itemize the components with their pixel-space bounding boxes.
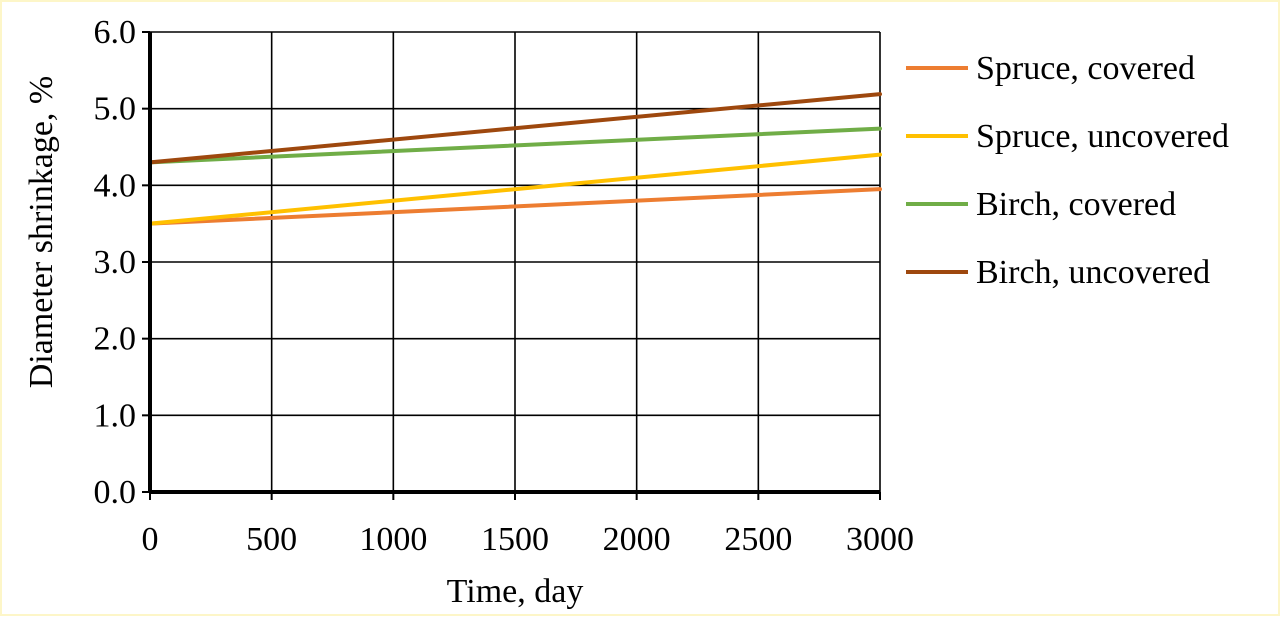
legend-label-3: Birch, covered [976, 186, 1176, 223]
y-tick-label: 2.0 [94, 321, 137, 358]
y-tick-label: 1.0 [94, 397, 137, 434]
y-tick-label: 0.0 [94, 474, 137, 511]
y-tick-label: 3.0 [94, 244, 137, 281]
legend-label-4: Birch, uncovered [976, 254, 1210, 291]
y-tick-label: 4.0 [94, 167, 137, 204]
x-tick-label: 2000 [603, 521, 671, 558]
x-axis-title: Time, day [447, 573, 584, 610]
y-tick-label: 5.0 [94, 91, 137, 128]
tick-labels: 0.0 1.0 2.0 3.0 4.0 5.0 6.0 0 500 1000 1500 2000 250… [94, 14, 915, 558]
x-tick-label: 1000 [359, 521, 427, 558]
series-line-2 [148, 152, 882, 226]
gridlines [149, 31, 881, 493]
legend-label-1: Spruce, covered [976, 50, 1195, 87]
x-tick-label: 500 [246, 521, 297, 558]
series-line-1 [148, 187, 882, 226]
y-axis-title: Diameter shrinkage, % [23, 76, 60, 389]
x-tick-label: 0 [142, 521, 159, 558]
x-tick-label: 2500 [724, 521, 792, 558]
y-tick-label: 6.0 [94, 14, 137, 51]
legend: Spruce, covered Spruce, uncovered Birch, c… [906, 50, 1229, 291]
axes [142, 31, 881, 500]
series-line-4 [148, 92, 882, 165]
legend-label-2: Spruce, uncovered [976, 118, 1229, 155]
series-lines [148, 92, 882, 226]
x-tick-label: 1500 [481, 521, 549, 558]
series-line-3 [148, 126, 882, 165]
x-tick-label: 3000 [846, 521, 914, 558]
